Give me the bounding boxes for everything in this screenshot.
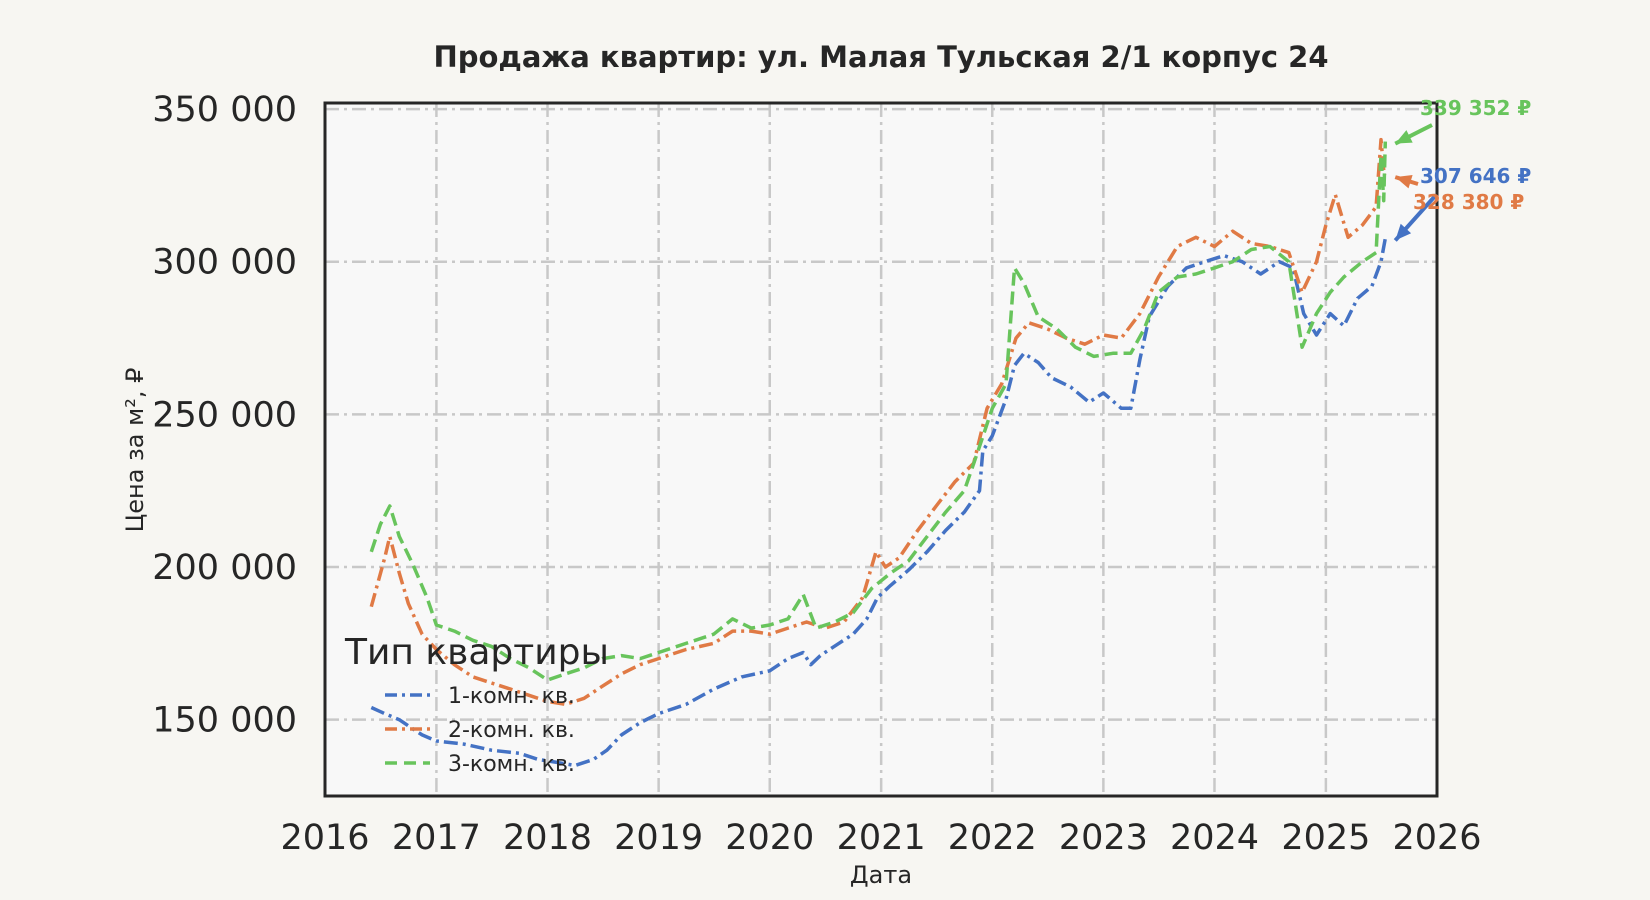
x-axis-label: Дата: [850, 861, 912, 889]
y-tick-label-350000: 350 000: [152, 90, 297, 130]
chart-title: Продажа квартир: ул. Малая Тульская 2/1 …: [433, 40, 1328, 74]
x-tick-label-2022: 2022: [948, 818, 1037, 858]
x-tick-label-2020: 2020: [725, 818, 814, 858]
series-line-1: [370, 238, 1388, 768]
annotation-label-2: 307 646 ₽: [1420, 164, 1531, 188]
x-tick-label-2019: 2019: [614, 818, 703, 858]
annotation-label-1: 339 352 ₽: [1420, 96, 1531, 120]
plot-frame: [323, 101, 1439, 798]
y-tick-label-250000: 250 000: [152, 395, 297, 435]
legend-title: Тип квартиры: [344, 632, 609, 673]
legend-label-2: 2-комн. кв.: [448, 718, 575, 743]
x-tick-label-2026: 2026: [1392, 818, 1481, 858]
series-layer: [369, 137, 1388, 768]
legend: Тип квартиры 1-комн. кв. 2-комн. кв. 3-к…: [344, 632, 609, 777]
legend-label-3: 3-комн. кв.: [448, 752, 575, 777]
x-tick-label-2021: 2021: [837, 818, 926, 858]
series-line-2: [369, 137, 1387, 707]
annotation-arrowhead-3: [1395, 175, 1413, 189]
x-tick-label-2025: 2025: [1281, 818, 1370, 858]
axes-layer: 2016 2017 2018 2019 2020 2021 2022 2023 2024 2025…: [152, 90, 1481, 858]
series-line-3: [369, 141, 1388, 682]
x-tick-label-2018: 2018: [503, 818, 592, 858]
annotation-layer: 339 352 ₽ 307 646 ₽328 380 ₽: [1393, 96, 1531, 242]
x-tick-label-2023: 2023: [1059, 818, 1148, 858]
x-tick-label-2017: 2017: [392, 818, 481, 858]
annotation-label-3: 328 380 ₽: [1413, 190, 1524, 214]
legend-item-3: 3-комн. кв.: [385, 752, 575, 777]
y-tick-label-300000: 300 000: [152, 243, 297, 283]
legend-item-2: 2-комн. кв.: [385, 718, 575, 743]
annotation-arrowhead-1: [1395, 130, 1413, 144]
x-tick-label-2016: 2016: [280, 818, 369, 858]
x-tick-label-2024: 2024: [1170, 818, 1259, 858]
y-tick-label-150000: 150 000: [152, 701, 297, 741]
legend-label-1: 1-комн. кв.: [448, 684, 575, 709]
legend-item-1: 1-комн. кв.: [385, 684, 575, 709]
annotation-arrowhead-2: [1395, 223, 1412, 241]
y-tick-label-200000: 200 000: [152, 548, 297, 588]
y-axis-label: Цена за м², ₽: [121, 368, 149, 533]
grid: [325, 103, 1437, 796]
